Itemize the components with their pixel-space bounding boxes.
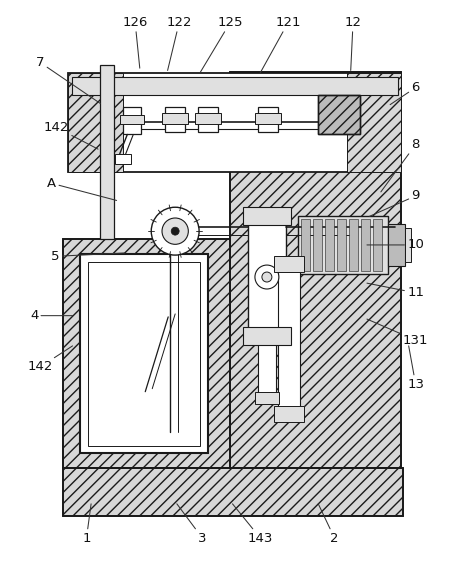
- Text: 121: 121: [260, 16, 301, 73]
- Bar: [80, 254, 208, 454]
- Text: 142: 142: [44, 121, 98, 149]
- Bar: [62, 239, 230, 468]
- Circle shape: [171, 227, 179, 235]
- Bar: [68, 73, 401, 172]
- Bar: [243, 207, 291, 225]
- Bar: [100, 65, 114, 239]
- Bar: [255, 392, 279, 404]
- Bar: [162, 220, 188, 242]
- Bar: [387, 224, 405, 266]
- Bar: [248, 217, 286, 337]
- Circle shape: [262, 272, 272, 282]
- Bar: [162, 113, 188, 125]
- Text: 4: 4: [30, 309, 73, 322]
- Text: 13: 13: [407, 346, 424, 391]
- Text: 7: 7: [36, 56, 100, 104]
- Bar: [372, 219, 382, 271]
- Bar: [255, 113, 281, 125]
- Text: 125: 125: [200, 16, 243, 73]
- Bar: [318, 94, 359, 134]
- Bar: [230, 72, 401, 468]
- Bar: [361, 219, 370, 271]
- Bar: [405, 228, 412, 262]
- Bar: [230, 72, 401, 468]
- Bar: [301, 219, 310, 271]
- Text: 131: 131: [367, 319, 428, 347]
- Text: 143: 143: [232, 504, 273, 545]
- Text: 5: 5: [51, 250, 125, 263]
- Bar: [62, 468, 404, 517]
- Text: 8: 8: [381, 138, 420, 192]
- Bar: [278, 267, 300, 416]
- Bar: [123, 106, 141, 134]
- Bar: [62, 468, 404, 517]
- Bar: [195, 113, 221, 125]
- Circle shape: [255, 265, 279, 289]
- Bar: [198, 106, 218, 133]
- Bar: [313, 219, 322, 271]
- Bar: [318, 94, 359, 134]
- Text: 1: 1: [82, 504, 91, 545]
- Text: 11: 11: [367, 283, 424, 299]
- Bar: [258, 106, 278, 133]
- Text: 10: 10: [367, 239, 424, 252]
- Text: 12: 12: [345, 16, 362, 70]
- Bar: [243, 327, 291, 345]
- Bar: [165, 106, 185, 133]
- Bar: [298, 216, 387, 274]
- Bar: [274, 406, 304, 422]
- Bar: [274, 256, 304, 272]
- Bar: [120, 114, 144, 125]
- Text: A: A: [47, 177, 117, 200]
- Bar: [73, 77, 398, 94]
- Bar: [62, 239, 230, 468]
- Bar: [258, 335, 276, 396]
- Circle shape: [151, 207, 199, 255]
- Text: 2: 2: [318, 504, 339, 545]
- Text: 9: 9: [369, 189, 420, 216]
- Bar: [347, 73, 401, 172]
- Bar: [68, 73, 123, 172]
- Bar: [325, 219, 334, 271]
- Bar: [88, 262, 200, 446]
- Text: 142: 142: [27, 346, 73, 374]
- Bar: [115, 154, 131, 164]
- Bar: [349, 219, 358, 271]
- Text: 126: 126: [122, 16, 148, 68]
- Text: 6: 6: [390, 81, 420, 105]
- Circle shape: [162, 218, 188, 244]
- Text: 3: 3: [177, 504, 206, 545]
- Text: 122: 122: [166, 16, 192, 70]
- Bar: [337, 219, 345, 271]
